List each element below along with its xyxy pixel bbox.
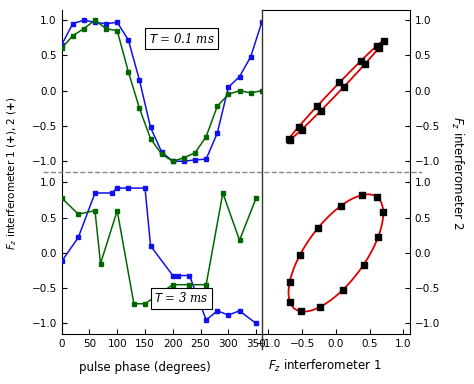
Point <box>286 300 294 306</box>
Point <box>336 79 343 86</box>
Text: $T$ = 3 ms: $T$ = 3 ms <box>155 291 209 305</box>
Text: $F_z$ interferometer 1: $F_z$ interferometer 1 <box>268 358 382 374</box>
Point <box>374 194 381 200</box>
Point <box>296 252 304 258</box>
Point <box>295 124 302 130</box>
Point <box>285 136 293 142</box>
Point <box>360 262 367 268</box>
Point <box>375 45 383 51</box>
Point <box>340 84 347 90</box>
Point <box>380 209 387 215</box>
Text: $F_z$ interferometer 2: $F_z$ interferometer 2 <box>449 116 465 230</box>
Text: $T$ = 0.1 ms: $T$ = 0.1 ms <box>149 32 215 46</box>
Point <box>374 43 381 49</box>
Point <box>286 137 294 143</box>
Point <box>358 192 366 198</box>
Point <box>339 287 346 293</box>
Text: $F_z$ interferometer 1 ($\mathbf{+}$), 2 ($\mathbf{+}$): $F_z$ interferometer 1 ($\mathbf{+}$), 2… <box>5 96 18 250</box>
Point <box>317 108 325 114</box>
Point <box>374 234 382 240</box>
Point <box>361 61 368 67</box>
Point <box>298 126 305 132</box>
Point <box>314 225 322 231</box>
Point <box>380 38 387 44</box>
Point <box>297 308 305 314</box>
Point <box>313 103 321 109</box>
Point <box>357 58 365 64</box>
Text: pulse phase (degrees): pulse phase (degrees) <box>79 361 210 374</box>
Point <box>337 203 345 209</box>
Point <box>316 304 324 310</box>
Point <box>286 279 293 285</box>
